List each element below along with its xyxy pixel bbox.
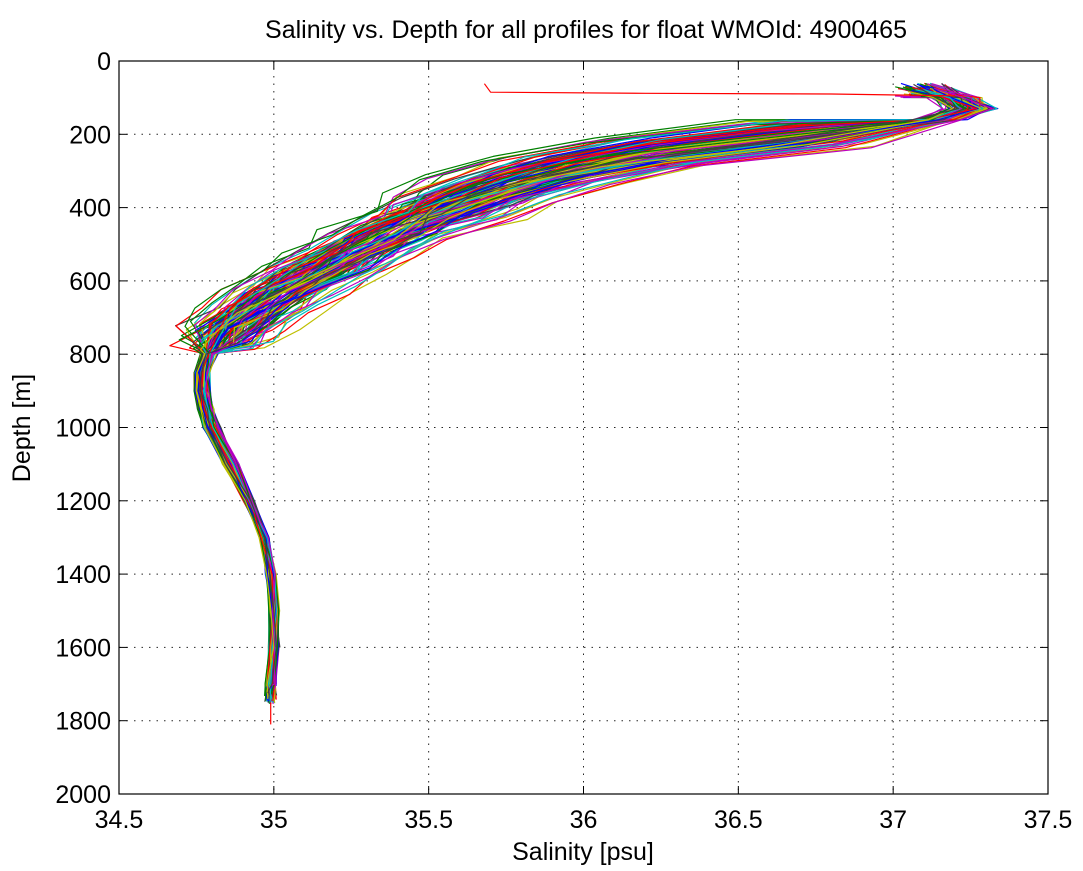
x-tick-label: 37.5 xyxy=(1024,806,1073,834)
y-axis-label: Depth [m] xyxy=(8,374,36,482)
profile-line xyxy=(200,92,989,698)
y-tick-label: 0 xyxy=(97,48,111,76)
profile-line xyxy=(201,91,988,648)
profile-line xyxy=(202,92,983,697)
profiles xyxy=(169,82,999,725)
profile-line xyxy=(202,85,992,692)
y-tick-label: 600 xyxy=(69,268,111,296)
profile-line xyxy=(202,93,989,700)
x-tick-label: 34.5 xyxy=(95,806,144,834)
y-tick-labels: 0 200 400 600 800 1000 1200 1400 1600 1800 2000 xyxy=(55,48,111,809)
x-tick-labels: 34.5 35 35.5 36 36.5 37 37.5 xyxy=(95,806,1073,834)
x-tick-label: 36 xyxy=(570,806,598,834)
profile-line xyxy=(203,86,991,688)
x-axis-label: Salinity [psu] xyxy=(512,838,654,866)
profile-line xyxy=(199,96,997,687)
y-tick-label: 800 xyxy=(69,341,111,369)
profile-line xyxy=(200,87,988,688)
profile-line xyxy=(194,86,981,702)
chart-title: Salinity vs. Depth for all profiles for … xyxy=(265,16,907,44)
profile-line xyxy=(195,91,953,700)
profile-line xyxy=(197,93,981,698)
profile-line xyxy=(197,85,984,702)
profile-line xyxy=(197,86,995,695)
profile-line xyxy=(200,86,978,686)
y-tick-label: 400 xyxy=(69,195,111,223)
y-tick-label: 2000 xyxy=(55,781,111,809)
profile-line xyxy=(197,88,979,691)
y-tick-label: 1000 xyxy=(55,415,111,443)
y-tick-label: 1800 xyxy=(55,708,111,736)
profile-line xyxy=(203,96,984,685)
profile-line xyxy=(197,94,994,695)
ticks xyxy=(118,60,1049,795)
y-tick-label: 1200 xyxy=(55,488,111,516)
profile-line xyxy=(203,95,981,648)
profile-line xyxy=(196,93,988,696)
y-tick-label: 1400 xyxy=(55,561,111,589)
profile-line xyxy=(178,89,958,648)
x-tick-label: 35 xyxy=(260,806,288,834)
x-tick-label: 37 xyxy=(879,806,907,834)
profile-line xyxy=(205,87,993,687)
profile-line xyxy=(192,95,965,705)
profile-line xyxy=(202,95,972,696)
profile-line xyxy=(196,94,981,697)
x-tick-label: 35.5 xyxy=(404,806,453,834)
profile-line xyxy=(196,91,990,701)
profile-line xyxy=(202,88,981,689)
profile-line xyxy=(205,94,969,702)
outlier-profile-line xyxy=(483,83,956,97)
y-tick-label: 200 xyxy=(69,121,111,149)
profile-line xyxy=(199,83,960,694)
profile-line xyxy=(209,88,965,688)
profile-line xyxy=(202,89,961,703)
x-tick-label: 36.5 xyxy=(714,806,763,834)
y-tick-label: 1600 xyxy=(55,634,111,662)
